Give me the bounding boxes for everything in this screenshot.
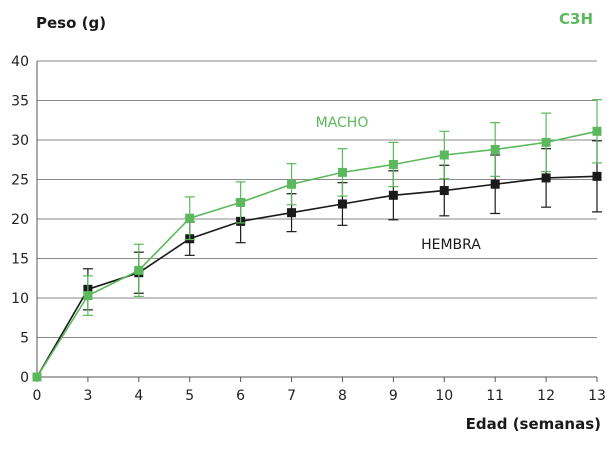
data-point	[388, 190, 398, 200]
series-label-macho: MACHO	[316, 115, 369, 131]
data-point	[134, 265, 144, 275]
series-layer	[32, 99, 602, 382]
y-tick-label: 5	[20, 331, 29, 347]
x-axis-label: Edad (semanas)	[465, 415, 601, 433]
axis-layer: 0 5 10 15 20 25 30 35 40 0 3 4 5 6 7 8 9 10 11 12 13	[11, 54, 606, 404]
x-tick-label: 8	[338, 388, 347, 404]
data-point	[439, 150, 449, 160]
y-axis-label: Peso (g)	[36, 14, 107, 32]
y-tick-label: 20	[11, 212, 29, 228]
y-tick-label: 15	[11, 252, 29, 268]
data-point	[439, 186, 449, 196]
grid-layer	[37, 60, 597, 378]
x-tick-label: 11	[486, 388, 504, 404]
series-line	[36, 130, 598, 378]
y-tick-label: 0	[20, 370, 29, 386]
series-hembra	[32, 140, 602, 382]
data-point	[337, 199, 347, 209]
data-point	[287, 179, 297, 189]
x-tick-label: 6	[236, 388, 245, 404]
x-tick-label: 13	[588, 388, 606, 404]
data-point	[83, 291, 93, 301]
data-point	[287, 208, 297, 218]
series-macho	[32, 99, 602, 382]
x-tick-label: 9	[389, 388, 398, 404]
x-tick-label: 10	[435, 388, 453, 404]
data-point	[32, 372, 42, 382]
x-tick-label: 5	[185, 388, 194, 404]
x-tick-label: 0	[33, 388, 42, 404]
y-tick-label: 25	[11, 173, 29, 189]
series-line	[36, 175, 598, 378]
x-tick-label: 7	[287, 388, 296, 404]
series-label-hembra: HEMBRA	[421, 237, 481, 253]
data-point	[541, 173, 551, 183]
data-point	[236, 197, 246, 207]
x-tick-label: 3	[83, 388, 92, 404]
data-point	[185, 213, 195, 223]
data-point	[490, 179, 500, 189]
y-tick-label: 10	[11, 291, 29, 307]
y-tick-label: 35	[11, 94, 29, 110]
x-tick-label: 12	[537, 388, 555, 404]
strain-badge: C3H	[559, 10, 593, 28]
data-point	[490, 144, 500, 154]
data-point	[592, 126, 602, 136]
data-point	[388, 159, 398, 169]
data-point	[592, 171, 602, 181]
y-tick-label: 40	[11, 54, 29, 70]
x-tick-label: 4	[134, 388, 143, 404]
y-tick-label: 30	[11, 133, 29, 149]
data-point	[541, 137, 551, 147]
series-label-layer: MACHO HEMBRA	[316, 115, 482, 253]
data-point	[337, 167, 347, 177]
